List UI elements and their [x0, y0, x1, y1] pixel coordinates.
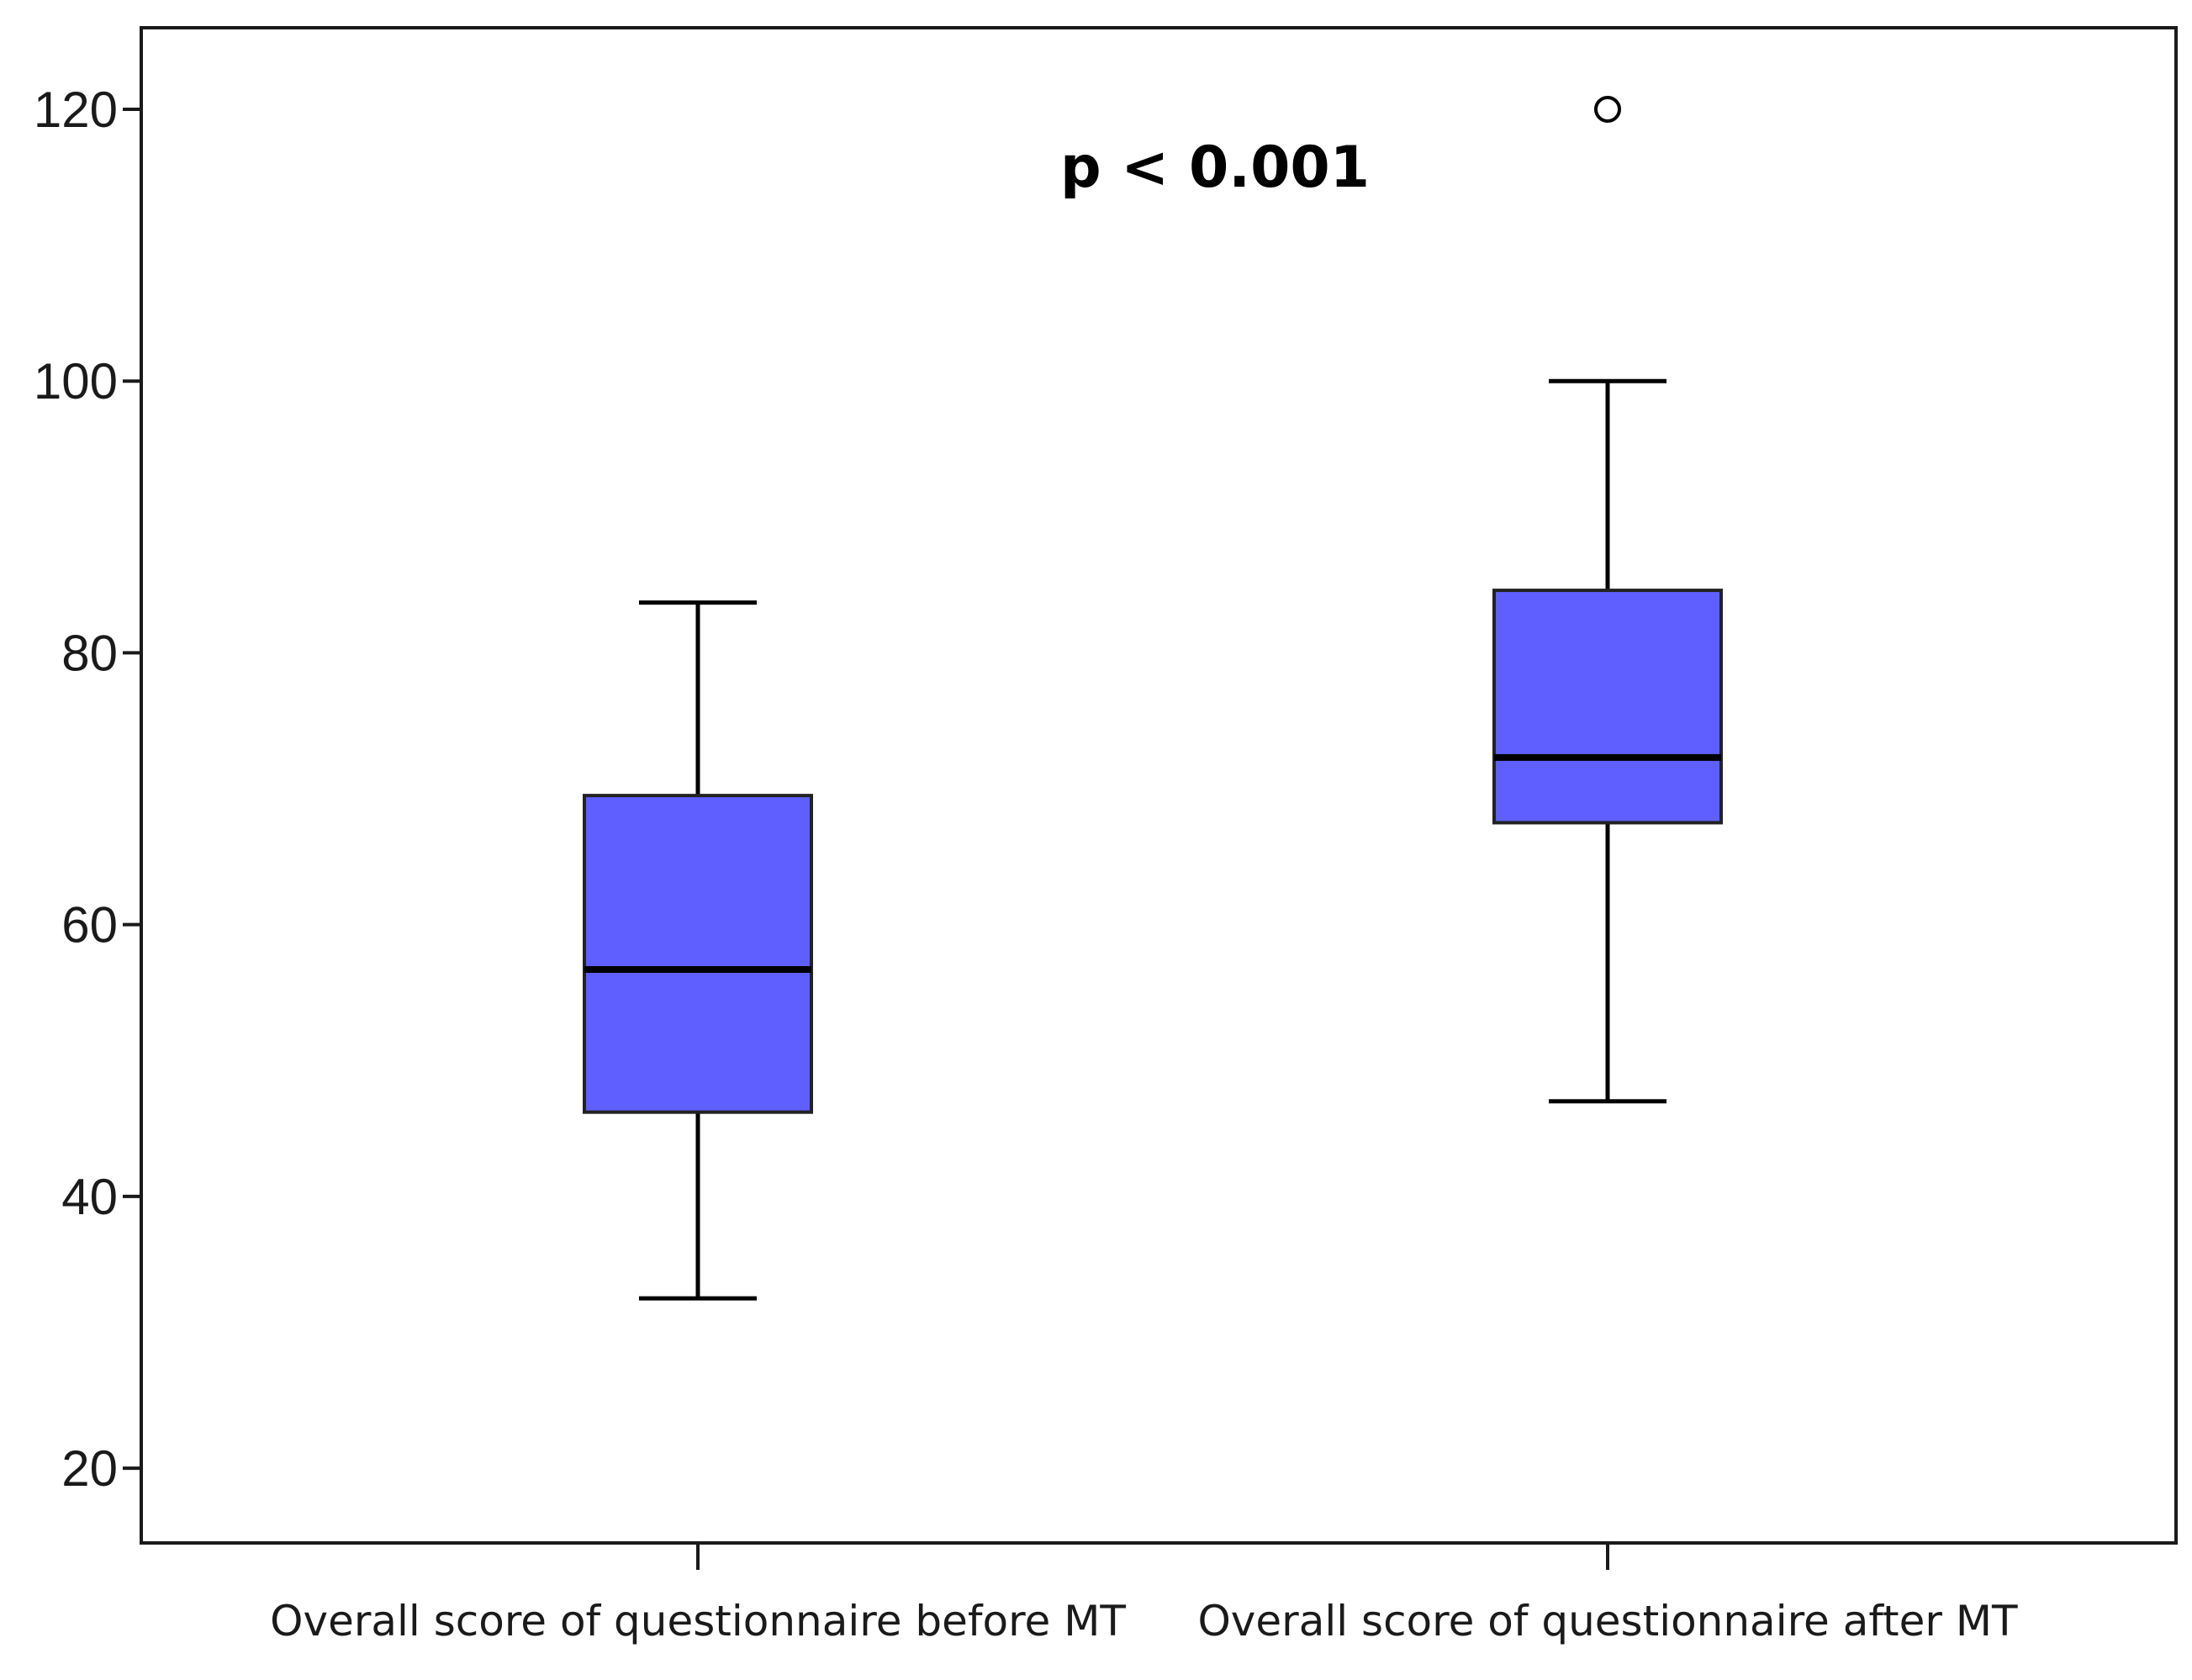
p-value-annotation: p < 0.001 [1060, 135, 1370, 201]
y-axis: 20 40 60 80 100 120 [34, 82, 141, 1497]
y-tick-label: 60 [61, 897, 118, 954]
x-tick-label: Overall score of questionnaire before MT [270, 1597, 1126, 1646]
y-tick-label: 100 [34, 353, 118, 409]
plot-frame [140, 26, 2178, 1545]
iqr-box [1492, 589, 1723, 825]
y-tick-label: 80 [61, 625, 118, 681]
x-axis: Overall score of questionnaire before MT… [270, 1543, 2018, 1646]
iqr-box [583, 794, 813, 1114]
y-tick-label: 20 [61, 1440, 118, 1497]
outlier-point [1594, 95, 1621, 123]
y-tick-label: 120 [34, 82, 118, 138]
y-tick-label: 40 [61, 1169, 118, 1225]
x-tick-label: Overall score of questionnaire after MT [1197, 1597, 2018, 1646]
box-series [583, 95, 1723, 1301]
